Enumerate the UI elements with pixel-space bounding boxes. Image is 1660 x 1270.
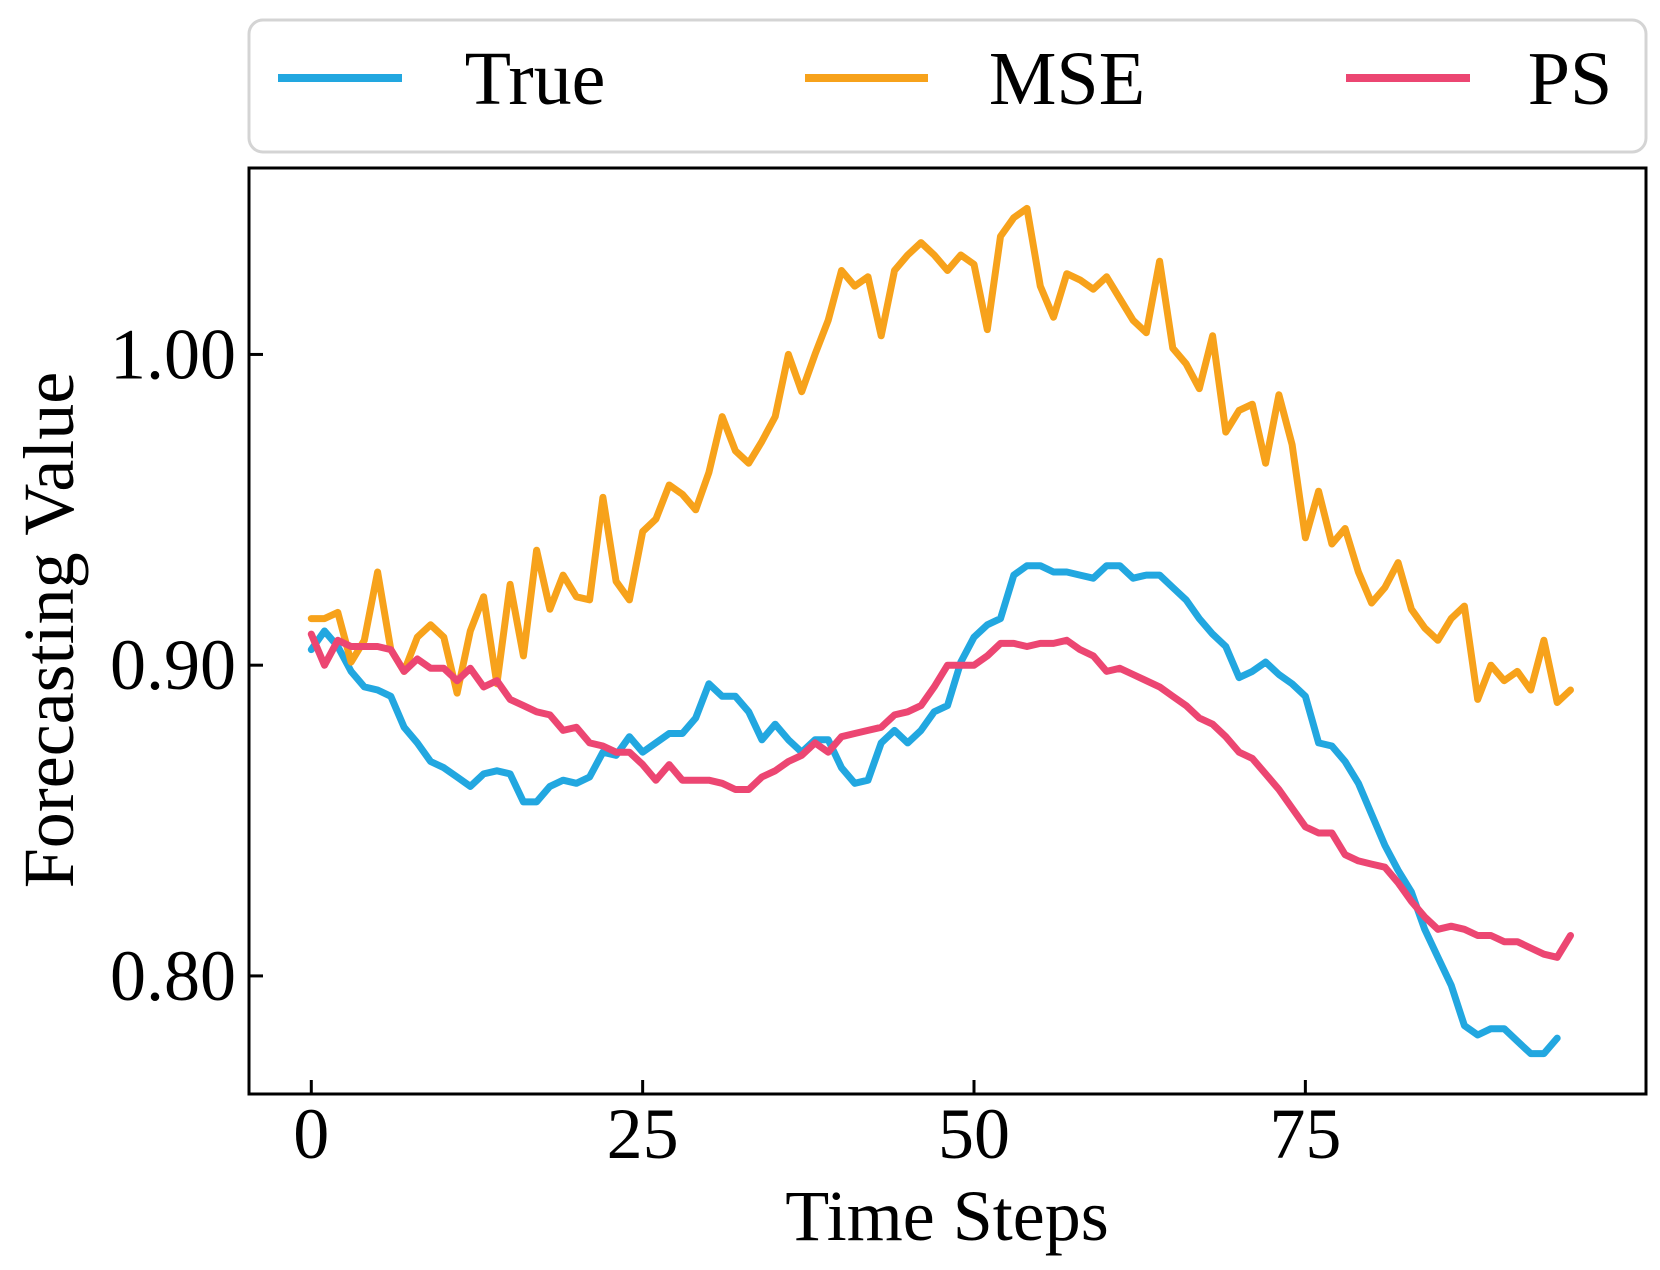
y-axis-label: Forecasting Value [9,372,89,889]
x-tick-label: 25 [607,1094,679,1174]
legend-label-true: True [465,37,606,121]
y-tick-label: 1.00 [110,314,236,394]
x-tick-label: 0 [293,1094,329,1174]
series-line-true [307,562,1561,1058]
plot-frame [247,166,1648,1096]
legend: True MSE PS [247,18,1648,154]
axes-ticks: 0 25 50 75 0.80 0.90 1.00 [110,314,1341,1174]
x-tick-label: 50 [938,1094,1010,1174]
legend-label-mse: MSE [989,37,1145,121]
legend-label-ps: PS [1528,37,1613,121]
y-tick-label: 0.90 [110,625,236,705]
x-tick-label: 75 [1269,1094,1341,1174]
y-tick-label: 0.80 [110,936,236,1016]
x-axis-label: Time Steps [785,1176,1108,1256]
series-layer [307,204,1574,1058]
legend-frame [247,18,1648,154]
series-line-mse [307,204,1574,706]
series-line-ps [307,630,1574,961]
